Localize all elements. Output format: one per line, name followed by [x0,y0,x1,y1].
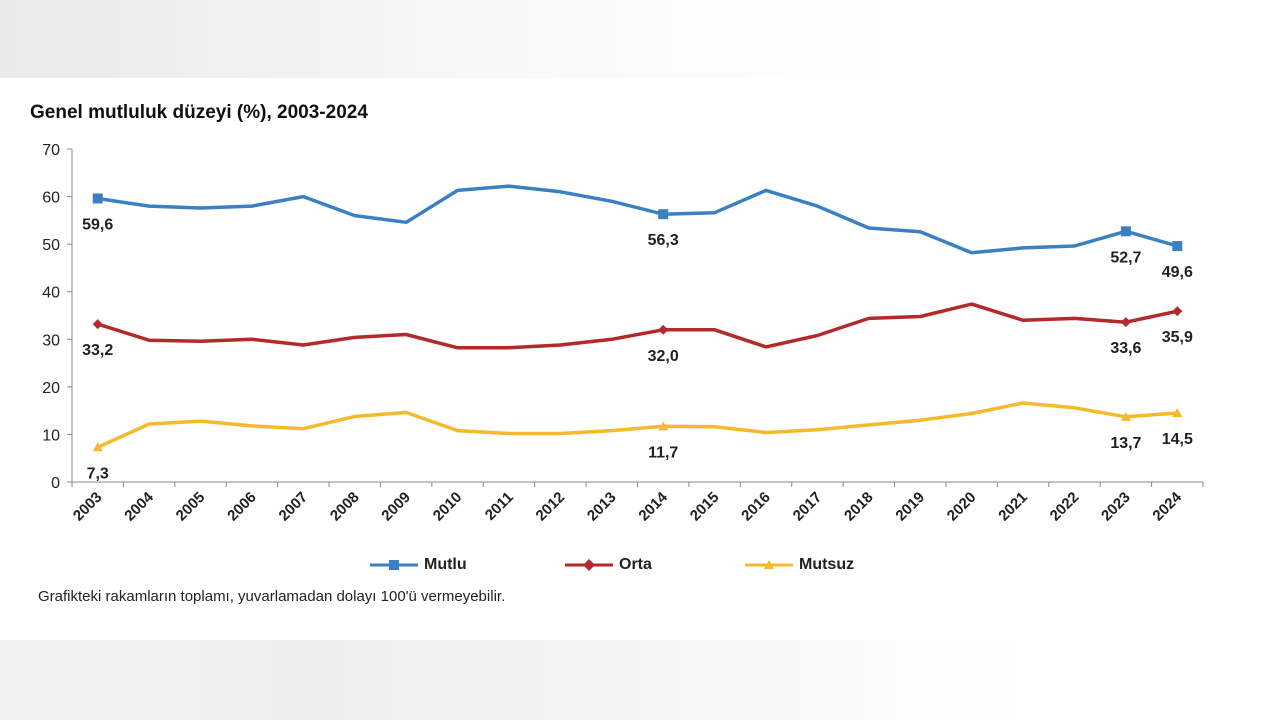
x-tick-label: 2022 [1047,489,1083,525]
data-label: 32,0 [648,348,679,365]
chart-title: Genel mutluluk düzeyi (%), 2003-2024 [30,102,368,123]
data-point-marker [92,319,103,330]
blurred-background-top [0,0,1280,78]
x-tick-label: 2021 [995,489,1031,525]
legend-item-mutlu: Mutlu [370,550,467,580]
series-line-mutlu [97,184,1178,255]
legend-item-mutsuz: Mutsuz [745,550,854,580]
x-tick-label: 2016 [738,489,774,525]
legend-label-orta: Orta [619,556,652,573]
data-label: 52,7 [1110,249,1141,266]
data-point-marker [1172,408,1183,418]
y-tick-label: 0 [51,475,60,492]
data-label: 35,9 [1162,329,1193,346]
x-tick-label: 2006 [224,489,260,525]
y-tick-label: 50 [42,237,60,254]
x-tick-label: 2014 [635,488,671,524]
y-tick-label: 60 [42,190,60,207]
legend-swatch-mutsuz [745,560,793,569]
legend-swatch-orta [565,559,613,571]
data-point-marker [658,324,669,335]
data-point-marker [1172,306,1183,317]
data-label: 14,5 [1162,431,1193,448]
x-tick-label: 2013 [584,489,620,525]
blurred-background-bottom [0,640,1280,720]
y-tick-label: 20 [42,380,60,397]
x-tick-label: 2009 [378,489,414,525]
line-chart: 0 10 20 30 40 50 60 70 2003 2004 2005 2006 2007 2008 2… [42,142,1204,525]
data-label: 11,7 [648,444,678,461]
legend-item-orta: Orta [565,550,652,580]
x-tick-label: 2015 [687,489,723,525]
data-label: 33,2 [82,342,113,359]
x-tick-label: 2010 [430,489,466,525]
data-label: 56,3 [648,232,679,249]
x-tick-label: 2012 [533,489,569,525]
data-point-marker [1120,226,1131,237]
y-tick-label: 30 [42,332,60,349]
x-tick-label: 2004 [121,488,157,524]
data-label: 7,3 [87,465,109,482]
legend-label-mutsuz: Mutsuz [799,556,855,573]
y-tick-label: 40 [42,285,60,302]
y-tick-label: 10 [42,427,60,444]
x-tick-label: 2008 [327,489,363,525]
chart-legend: Mutlu Orta Mutsuz [0,550,1280,580]
footnote: Grafikteki rakamların toplamı, yuvarlama… [38,588,506,605]
series-line-mutsuz [96,401,1178,449]
x-tick-label: 2011 [482,489,517,524]
x-tick-label: 2019 [892,489,928,525]
x-tick-label: 2020 [944,489,980,525]
chart-panel: Genel mutluluk düzeyi (%), 2003-2024 0 10… [0,78,1280,640]
legend-label-mutlu: Mutlu [424,556,467,573]
data-point-marker [1120,411,1131,421]
series-line-orta [97,302,1178,350]
data-label: 49,6 [1162,264,1193,281]
x-tick-label: 2017 [790,489,826,525]
x-tick-label: 2018 [841,489,877,525]
data-point-marker [1172,241,1183,252]
x-tick-label: 2003 [70,489,106,525]
legend-swatch-mutlu [370,560,418,570]
data-label: 59,6 [82,216,113,233]
data-label: 13,7 [1110,435,1141,452]
x-tick-label: 2024 [1150,488,1186,524]
data-point-marker [1120,317,1131,328]
y-tick-label: 70 [42,142,60,159]
data-point-marker [658,421,669,431]
data-point-marker [92,442,103,452]
x-tick-label: 2007 [276,489,312,525]
x-tick-label: 2005 [173,489,209,525]
data-point-marker [658,209,669,220]
data-point-marker [92,193,103,204]
data-label: 33,6 [1110,340,1141,357]
x-tick-label: 2023 [1098,489,1134,525]
